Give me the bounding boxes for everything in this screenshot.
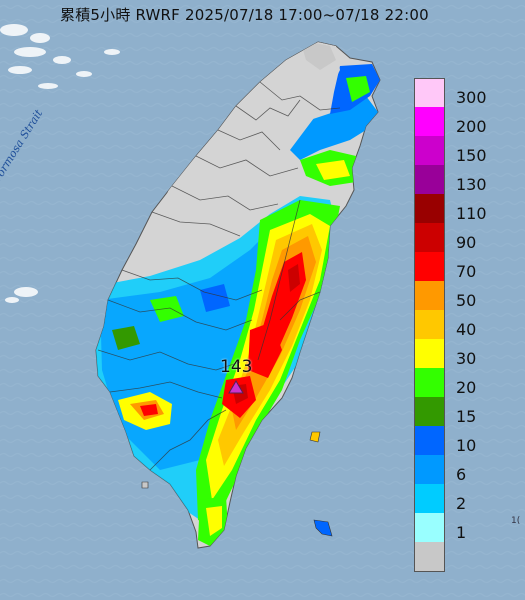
legend-label: 20 [456, 378, 477, 397]
legend-label: 6 [456, 465, 467, 484]
liuqiu-island [141, 481, 149, 489]
legend-label: 150 [456, 146, 487, 165]
legend-item: 30 [412, 339, 518, 368]
legend-label: 90 [456, 233, 477, 252]
legend-swatch [414, 339, 445, 368]
legend-frame [414, 78, 445, 572]
legend-label: 130 [456, 175, 487, 194]
color-legend: 300 200 150 130 110 90 70 50 40 30 20 15 10 6 2 1 [412, 78, 518, 572]
orchid-island [313, 519, 333, 537]
legend-item: 40 [412, 310, 518, 339]
legend-label: 200 [456, 117, 487, 136]
legend-label: 40 [456, 320, 477, 339]
legend-item: 50 [412, 281, 518, 310]
legend-label: 70 [456, 262, 477, 281]
legend-label: 1 [456, 523, 467, 542]
legend-label: 15 [456, 407, 477, 426]
legend-label: 110 [456, 204, 487, 223]
cloud-cover [0, 24, 120, 303]
map-title: 累積5小時 RWRF 2025/07/18 17:00~07/18 22:00 [60, 6, 429, 24]
green-island [309, 431, 321, 443]
legend-label: 300 [456, 88, 487, 107]
legend-label: 50 [456, 291, 477, 310]
legend-label: 2 [456, 494, 467, 513]
max-value-label: 143 [220, 357, 253, 377]
legend-item: 90 [412, 223, 518, 252]
legend-label: 30 [456, 349, 477, 368]
legend-label: 10 [456, 436, 477, 455]
max-rainfall-marker [228, 380, 244, 394]
rainfall-field [96, 42, 380, 546]
county-boundaries [97, 81, 341, 471]
legend-item: 200 [412, 107, 518, 136]
corner-text: 1( [511, 516, 521, 526]
